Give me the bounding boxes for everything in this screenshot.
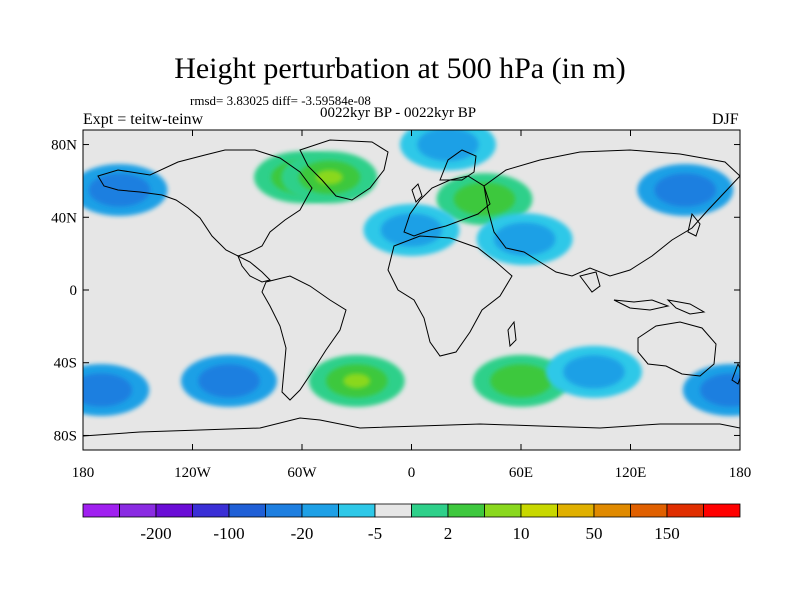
colorbar-swatch: [593, 503, 631, 518]
colorbar-swatch: [265, 503, 303, 518]
colorbar-swatch: [192, 503, 230, 518]
anomaly-southern-ocean-high: [473, 354, 569, 407]
anomaly-nw-africa-low: [363, 204, 460, 256]
lat-tick-label: 80S: [54, 428, 77, 444]
colorbar-swatch: [228, 503, 266, 518]
map-area: [83, 130, 740, 450]
map-background: [83, 130, 740, 450]
lon-tick-label: 0: [408, 465, 416, 481]
colorbar-swatch: [119, 503, 157, 518]
lat-tick-label: 40S: [54, 356, 77, 372]
colorbar-swatch: [630, 503, 668, 518]
colorbar-swatch: [557, 503, 595, 518]
anomaly-middle-east-low: [476, 213, 573, 266]
colorbar-swatch: [155, 503, 193, 518]
plot-title: Height perturbation at 500 hPa (in m): [174, 52, 626, 85]
anomaly-europe-high: [436, 173, 533, 226]
colorbar-swatch: [374, 503, 412, 518]
anomaly-north-pacific-low: [83, 164, 168, 216]
anomaly-east-pacific-low: [682, 364, 740, 416]
colorbar-label: -100: [213, 524, 244, 543]
colorbar-swatch: [520, 503, 558, 518]
lat-tick-label: 0: [70, 283, 78, 299]
anomaly-indian-ocean-low: [546, 345, 642, 398]
lon-tick-label: 60W: [287, 465, 317, 481]
longitude-axis: 180 120W 60W 0 60E 120E 180: [72, 130, 752, 481]
colorbar-swatch: [82, 503, 120, 518]
anomaly-south-pacific-low: [181, 354, 277, 407]
anomaly-arctic-east-low: [400, 130, 496, 171]
lon-tick-label: 180: [729, 465, 752, 481]
colorbar-label: 150: [654, 524, 680, 543]
latitude-axis: 80N 40N 0 40S 80S: [51, 138, 740, 444]
anomaly-south-pacific-west-low: [83, 364, 150, 416]
colorbar-swatch: [301, 503, 339, 518]
anomaly-south-atlantic-high: [308, 354, 405, 407]
experiment-label: Expt = teitw-teinw: [83, 111, 204, 128]
colorbar-swatch: [703, 503, 741, 518]
colorbar-label: -5: [368, 524, 382, 543]
colorbar-swatch: [484, 503, 522, 518]
season-label: DJF: [712, 111, 739, 128]
lon-tick-label: 180: [72, 465, 95, 481]
colorbar-swatch: [338, 503, 376, 518]
colorbar-swatch: [666, 503, 704, 518]
period-label: 0022kyr BP - 0022kyr BP: [320, 105, 477, 121]
anomaly-greenland-peak: [281, 151, 378, 204]
lon-tick-label: 120W: [174, 465, 212, 481]
lon-tick-label: 60E: [509, 465, 533, 481]
colorbar-label: 2: [444, 524, 453, 543]
colorbar-label: 10: [513, 524, 530, 543]
colorbar-swatch: [447, 503, 485, 518]
lat-tick-label: 40N: [51, 210, 77, 226]
colorbar-label: -200: [140, 524, 171, 543]
anomaly-siberia-low: [637, 164, 734, 216]
anomaly-contours: [83, 130, 740, 416]
coastlines: [83, 139, 740, 437]
colorbar-label: -20: [291, 524, 314, 543]
colorbar-swatch: [411, 503, 449, 518]
colorbar: -200 -100 -20 -5 2 10 50 150: [82, 503, 741, 543]
stats-line: rmsd= 3.83025 diff= -3.59584e-08: [190, 93, 371, 108]
colorbar-label: 50: [586, 524, 603, 543]
lon-tick-label: 120E: [615, 465, 647, 481]
lat-tick-label: 80N: [51, 138, 77, 154]
